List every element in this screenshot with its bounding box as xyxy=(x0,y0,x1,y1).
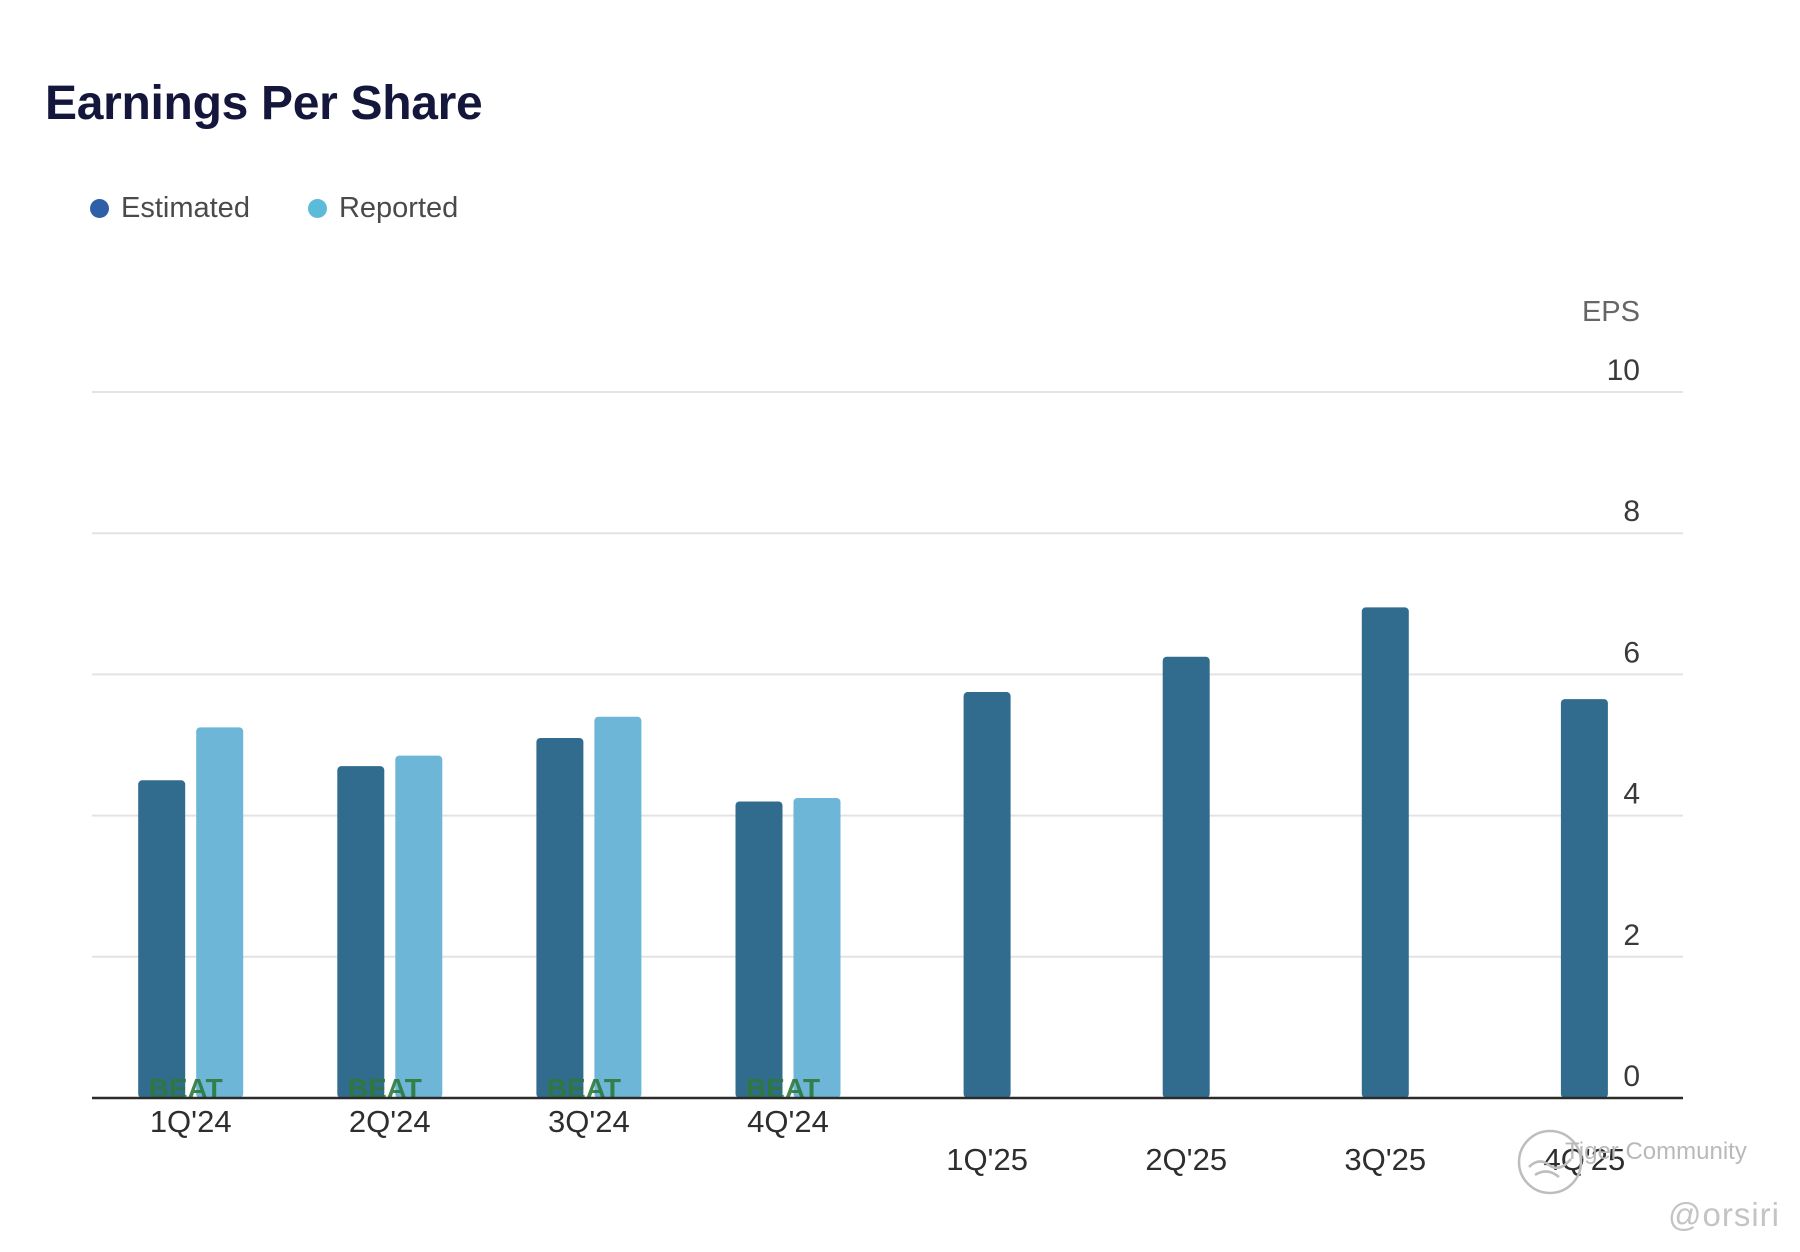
legend-item-reported[interactable]: Reported xyxy=(307,192,459,225)
y-tick-label-4: 4 xyxy=(1623,778,1640,811)
y-tick-label-0: 0 xyxy=(1623,1060,1640,1093)
y-tick-label-8: 8 xyxy=(1623,495,1640,528)
x-tick-label-2: 3Q'24 xyxy=(548,1104,630,1139)
y-tick-label-2: 2 xyxy=(1623,919,1640,952)
bar-estimated-4 xyxy=(963,692,1011,1098)
y-tick-label-10: 10 xyxy=(1607,354,1640,387)
legend: Estimated Reported xyxy=(90,192,458,225)
x-tick-label-6: 3Q'25 xyxy=(1344,1142,1426,1177)
bar-estimated-1 xyxy=(337,766,385,1098)
watermark-handle: @orsiri xyxy=(1668,1196,1780,1233)
legend-dot-reported xyxy=(307,199,327,218)
legend-item-estimated[interactable]: Estimated xyxy=(90,192,250,225)
tiger-logo-icon xyxy=(1515,1127,1585,1202)
bar-reported-2 xyxy=(594,716,642,1098)
chart-title: Earnings Per Share xyxy=(45,77,483,130)
bar-reported-1 xyxy=(395,755,443,1098)
bar-estimated-5 xyxy=(1162,656,1210,1098)
legend-label-estimated: Estimated xyxy=(121,192,250,224)
y-axis-label: EPS xyxy=(1582,296,1640,328)
bar-reported-3 xyxy=(793,797,841,1098)
bar-estimated-2 xyxy=(536,737,584,1098)
watermark-community: Tiger Community xyxy=(1565,1138,1747,1165)
x-tick-label-7: 4Q'25 xyxy=(1544,1142,1626,1177)
bar-estimated-6 xyxy=(1361,607,1409,1098)
bar-reported-0 xyxy=(196,727,244,1098)
legend-label-reported: Reported xyxy=(338,192,459,224)
beat-label-0: BEAT xyxy=(149,1073,223,1104)
x-tick-label-5: 2Q'25 xyxy=(1145,1142,1227,1177)
x-tick-label-3: 4Q'24 xyxy=(747,1104,829,1139)
x-tick-label-4: 1Q'25 xyxy=(946,1142,1028,1177)
bar-estimated-0 xyxy=(138,780,186,1098)
x-tick-label-0: 1Q'24 xyxy=(150,1104,232,1139)
beat-label-3: BEAT xyxy=(746,1073,820,1104)
bar-estimated-7 xyxy=(1560,699,1608,1098)
x-tick-label-1: 2Q'24 xyxy=(349,1104,431,1139)
beat-label-1: BEAT xyxy=(348,1073,422,1104)
bar-estimated-3 xyxy=(735,801,783,1098)
y-tick-label-6: 6 xyxy=(1623,636,1640,669)
legend-dot-estimated xyxy=(90,199,109,218)
beat-label-2: BEAT xyxy=(547,1073,621,1104)
